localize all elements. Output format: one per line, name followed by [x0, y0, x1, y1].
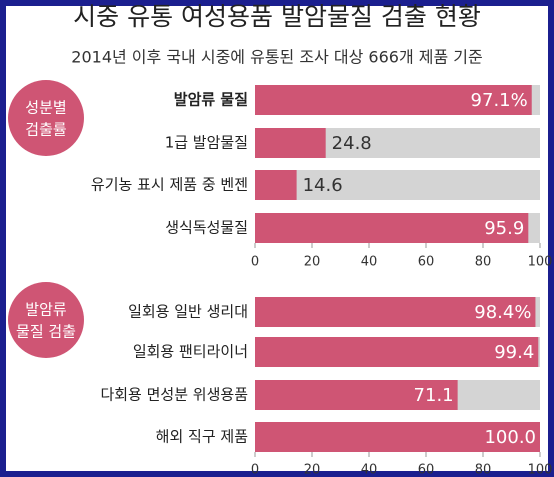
category-label: 일회용 일반 생리대 [128, 303, 248, 321]
value-label: 99.4 [494, 342, 534, 363]
bar [255, 422, 540, 452]
group-badge [8, 282, 84, 358]
x-tick-label: 60 [418, 463, 435, 477]
value-label: 98.4% [474, 302, 531, 323]
value-label: 97.1% [471, 90, 528, 111]
title: 시중 유통 여성용품 발암물질 검출 현황 [73, 2, 481, 31]
x-tick-label: 40 [361, 463, 378, 477]
bar [255, 170, 297, 200]
x-tick-label: 40 [361, 255, 378, 270]
x-tick-label: 20 [304, 463, 321, 477]
group-badge [8, 80, 84, 156]
group-label: 검출률 [25, 121, 67, 139]
x-tick-label: 80 [475, 255, 492, 270]
bar [255, 85, 532, 115]
bar [255, 337, 539, 367]
x-tick-label: 0 [251, 463, 259, 477]
group-label: 성분별 [25, 99, 66, 117]
bar [255, 213, 529, 243]
group-label: 발암류 [25, 301, 67, 319]
value-label: 14.6 [303, 175, 343, 196]
category-label: 1급 발암물질 [165, 134, 248, 152]
value-label: 95.9 [484, 218, 524, 239]
x-tick-label: 100 [528, 463, 553, 477]
x-tick-label: 20 [304, 255, 321, 270]
category-label: 일회용 팬티라이너 [133, 343, 248, 361]
value-label: 24.8 [332, 133, 372, 154]
bar-track [255, 170, 540, 200]
bar [255, 128, 326, 158]
category-label: 생식독성물질 [165, 219, 248, 237]
x-tick-label: 0 [251, 255, 259, 270]
category-label: 발암류 물질 [174, 91, 248, 109]
group-label: 물질 검출 [16, 323, 76, 341]
bar [255, 380, 458, 410]
category-label: 다회용 면성분 위생용품 [100, 386, 248, 404]
category-label: 해외 직구 제품 [156, 428, 248, 446]
value-label: 100.0 [484, 427, 536, 448]
value-label: 71.1 [414, 385, 454, 406]
bar [255, 297, 536, 327]
subtitle: 2014년 이후 국내 시중에 유통된 조사 대상 666개 제품 기준 [71, 48, 482, 67]
x-tick-label: 60 [418, 255, 435, 270]
x-tick-label: 80 [475, 463, 492, 477]
x-tick-label: 100 [528, 255, 553, 270]
category-label: 유기농 표시 제품 중 벤젠 [91, 176, 248, 194]
